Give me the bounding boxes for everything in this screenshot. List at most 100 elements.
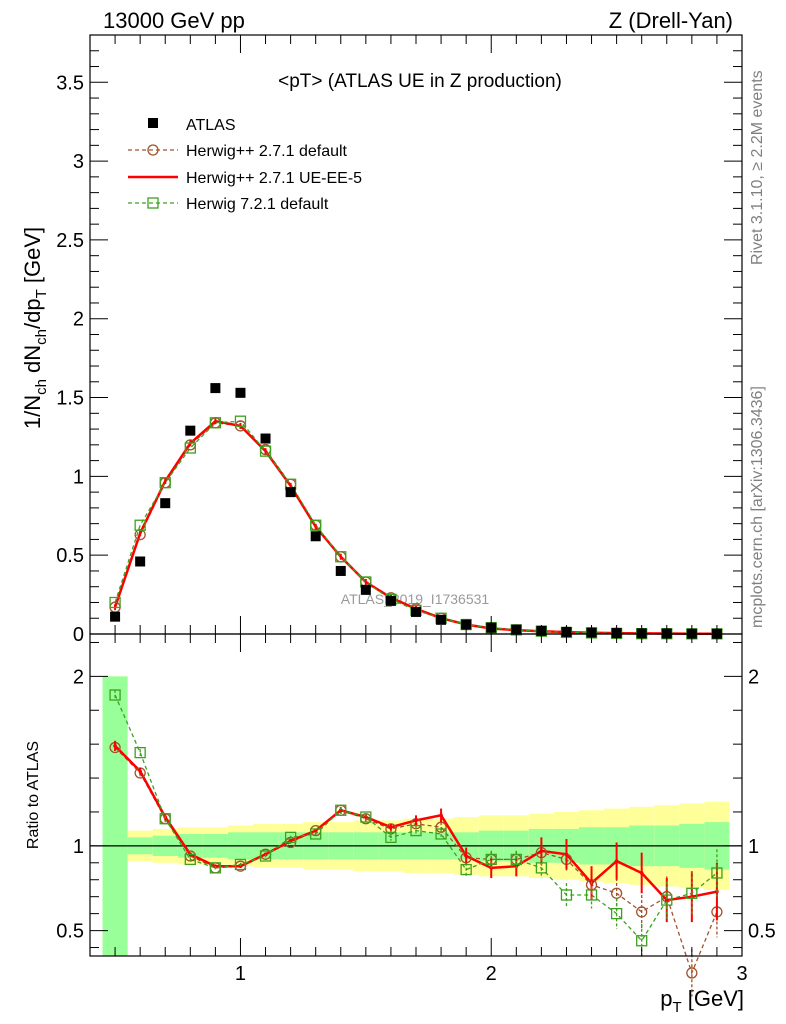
point-h721def [259, 445, 272, 457]
ratio-point-h271ue [364, 815, 368, 819]
ratio-point-h721def [560, 889, 573, 901]
point-atlas [385, 595, 396, 606]
header-right: Z (Drell-Yan) [609, 8, 733, 33]
legend-marker-h721def [147, 197, 159, 209]
ratio-point-h721def [510, 853, 522, 866]
legend: ATLAS Herwig++ 2.7.1 default Herwig++ 2.… [128, 117, 362, 213]
ratio-point-h271ue [439, 813, 443, 818]
point-atlas [335, 565, 346, 576]
ratio-y-tick-label: 1 [73, 836, 84, 858]
point-atlas [110, 611, 121, 622]
legend-item-h721def: Herwig 7.2.1 default [128, 196, 329, 213]
point-h721def [335, 551, 347, 563]
point-atlas [135, 556, 146, 567]
ratio-point-h721def [109, 689, 121, 701]
y-tick-label: 2.5 [56, 230, 84, 252]
ratio-point-h271ue [414, 818, 418, 823]
point-atlas [285, 487, 296, 498]
point-atlas [461, 619, 472, 630]
ratio-point-h271ue [614, 859, 619, 863]
ratio-point-h271ue [639, 871, 644, 875]
ratio-point-h721def [585, 889, 598, 901]
ratio-point-h271ue [664, 898, 669, 902]
ratio-point-h721def [661, 894, 673, 906]
ratio-point-h721def [134, 746, 146, 759]
legend-label-h271def: Herwig++ 2.7.1 default [186, 143, 348, 160]
ratio-y-tick-label: 0.5 [56, 921, 84, 943]
ratio-point-h721def [711, 867, 723, 879]
ratio-point-h721def [310, 828, 322, 840]
ratio-band-inner [102, 676, 128, 956]
ratio-point-h721def [360, 811, 372, 823]
ratio-point-h721def [234, 858, 247, 871]
mcplots-ref: mcplots.cern.ch [arXiv:1306.3436] [749, 386, 766, 628]
rivet-version: Rivet 3.1.10, ≥ 2.2M events [749, 70, 766, 265]
point-atlas [160, 498, 171, 509]
ratio-y-tick-label-right: 2 [748, 666, 759, 688]
ratio-series [109, 689, 723, 997]
legend-marker-h271def [147, 144, 159, 156]
ratio-point-h721def [535, 862, 548, 874]
point-atlas [210, 383, 221, 394]
y-tick-label: 0 [73, 624, 84, 646]
x-tick-label: 1 [235, 963, 246, 985]
ratio-point-h271ue [288, 838, 293, 843]
legend-marker-atlas [148, 118, 158, 128]
point-atlas [360, 584, 371, 595]
point-atlas [411, 606, 421, 617]
point-h721def [209, 417, 222, 429]
legend-item-h271def: Herwig++ 2.7.1 default [128, 143, 348, 160]
main-ylabel: 1/Nch dNch/dpT [GeV] [20, 227, 50, 429]
ratio-point-h721def [460, 863, 472, 876]
ratio-point-h271def [610, 887, 623, 899]
ratio-point-h721def [184, 853, 196, 866]
x-axis-label: pT [GeV] [660, 986, 744, 1016]
legend-label-h721def: Herwig 7.2.1 default [186, 196, 329, 213]
ratio-point-h271ue [313, 828, 318, 833]
y-tick-label: 0.5 [56, 545, 84, 567]
ratio-point-h721def [385, 831, 397, 844]
point-h721def [134, 519, 146, 531]
ratio-point-h271def [636, 906, 648, 918]
ratio-point-h271ue [564, 852, 569, 857]
ratio-point-h721def [636, 935, 648, 947]
y-tick-label: 3.5 [56, 72, 84, 94]
ratio-ylabel: Ratio to ATLAS [25, 741, 42, 849]
y-tick-label: 2 [73, 309, 84, 331]
header-left: 13000 GeV pp [103, 8, 245, 33]
x-tick-label: 3 [736, 963, 747, 985]
svg-text:pT [GeV]: pT [GeV] [660, 986, 744, 1016]
point-h721def [159, 477, 171, 489]
ratio-point-h721def [209, 862, 222, 874]
ratio-point-h721def [686, 887, 698, 899]
main-title: <pT> (ATLAS UE in Z production) [278, 71, 562, 92]
legend-label-atlas: ATLAS [186, 117, 236, 134]
ratio-point-h271ue [338, 808, 343, 813]
point-h721def [310, 519, 322, 531]
ratio-point-h271ue [389, 825, 393, 829]
ratio-point-h721def [335, 804, 347, 816]
y-tick-label: 1.5 [56, 388, 84, 410]
legend-item-atlas: ATLAS [148, 117, 236, 134]
y-tick-label: 1 [73, 466, 84, 488]
ratio-y-tick-label: 2 [73, 666, 84, 688]
legend-item-h271ue: Herwig++ 2.7.1 UE-EE-5 [128, 170, 362, 187]
ratio-point-h271ue [238, 864, 243, 868]
point-atlas [310, 531, 321, 542]
y-tick-label: 3 [73, 151, 84, 173]
ratio-point-h271ue [138, 769, 142, 774]
point-h721def [184, 442, 196, 454]
ratio-point-h721def [159, 813, 171, 825]
ratio-point-h271def [686, 967, 698, 979]
legend-label-h271ue: Herwig++ 2.7.1 UE-EE-5 [186, 170, 362, 187]
ratio-point-h721def [410, 824, 422, 837]
point-atlas [235, 387, 246, 398]
ratio-y-tick-label-right: 0.5 [748, 921, 776, 943]
point-h721def [109, 596, 121, 609]
x-tick-label: 2 [486, 963, 497, 985]
point-atlas [436, 614, 447, 625]
axes: 00.511.522.533.51 2 30.5 0.51 12 2 [56, 34, 776, 985]
ratio-point-h721def [259, 850, 272, 862]
ratio-point-h271ue [113, 744, 117, 748]
